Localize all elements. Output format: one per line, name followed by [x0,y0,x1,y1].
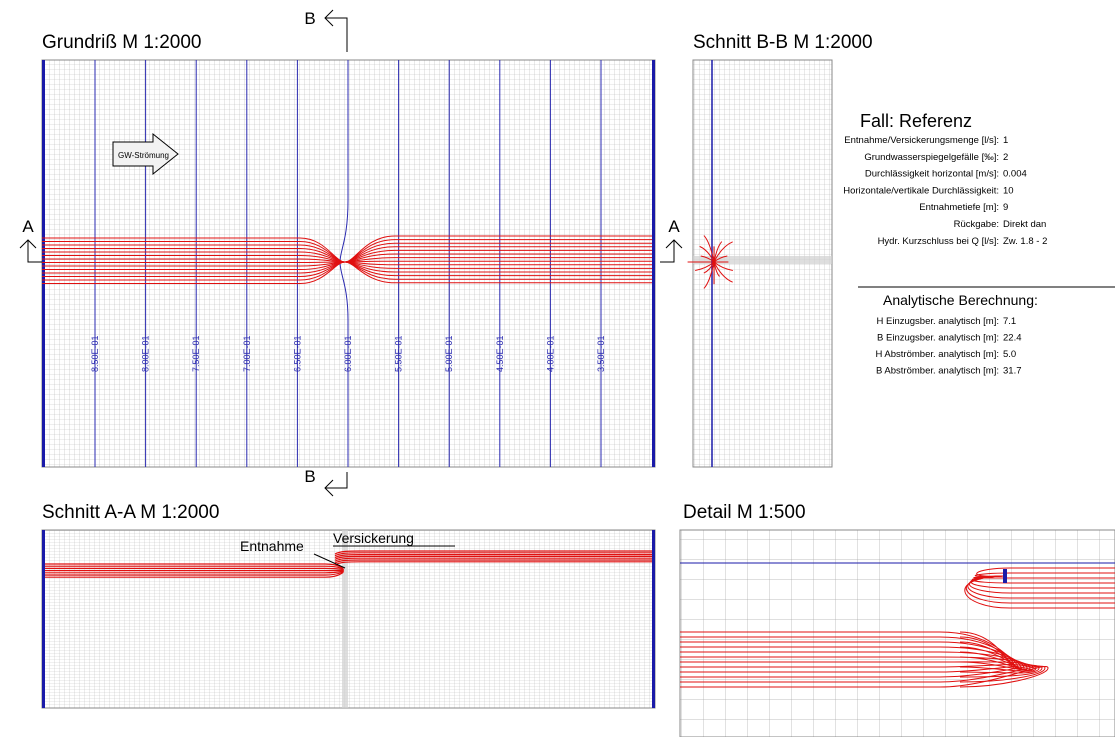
streamline [680,651,1028,670]
param-label: Entnahmetiefe [m]: [919,202,999,213]
param-label: Horizontale/vertikale Durchlässigkeit: [843,185,999,196]
detail-title: Detail M 1:500 [683,502,806,523]
section-aa-title: Schnitt A-A M 1:2000 [42,502,219,523]
contour-label: 5.50E-01 [394,335,404,372]
contour-label: 4.00E-01 [545,335,555,372]
streamline [45,570,344,578]
section-arrow [660,239,683,263]
streamline [680,631,1016,670]
streamline [713,261,733,283]
parameters: Entnahme/Versickerungsmenge [l/s]: 1 Grund… [843,135,1047,247]
param-value: 0.004 [1003,169,1027,180]
contour-label: 4.50E-01 [495,335,505,372]
streamline [713,255,728,263]
section-bb-title: Schnitt B-B M 1:2000 [693,32,873,53]
section-mark: B [304,9,315,28]
contour-label: 3.50E-01 [596,335,606,372]
param-value: 22.4 [1003,333,1022,344]
param-label: B Abströmber. analytisch [m]: [876,366,999,377]
streamline [334,550,652,555]
plan-title: Grundriß M 1:2000 [42,32,201,53]
boundary [42,60,45,467]
boundary [652,530,655,708]
contour-label: 7.00E-01 [242,335,252,372]
param-label: H Einzugsber. analytisch [m]: [877,316,1000,327]
param-label: Durchlässigkeit horizontal [m/s]: [865,169,999,180]
param-label: Entnahme/Versickerungsmenge [l/s]: [844,135,999,146]
results: H Einzugsber. analytisch [m]: 7.1 B Einzug… [875,316,1021,377]
streamline [680,646,1025,670]
boundary [42,530,45,708]
streamline [334,552,652,557]
param-label: Hydr. Kurzschluss bei Q [l/s]: [878,236,999,247]
streamline [45,569,344,572]
contour-label: 7.50E-01 [191,335,201,372]
streamlines [42,235,652,284]
param-value: Zw. 1.8 - 2 [1003,236,1047,247]
contour-label: 8.00E-01 [141,335,151,372]
param-value: 1 [1003,135,1008,146]
streamline [699,245,715,263]
streamline [334,557,652,562]
extraction-label: Entnahme [240,538,304,554]
section-arrow [324,472,348,497]
streamline [703,235,715,263]
streamline [680,666,1049,688]
streamline [42,261,346,263]
detail-grid [679,529,1115,737]
contour-label: 8.50E-01 [90,335,100,372]
param-label: Grundwasserspiegelgefälle [‰]: [864,152,999,163]
section-arrow [19,239,42,263]
infiltration-label: Versickerung [333,530,414,546]
param-value: 2 [1003,152,1008,163]
well [1003,569,1007,583]
param-value: 5.0 [1003,349,1016,360]
streamline [700,255,715,263]
streamline [344,261,652,284]
param-value: 7.1 [1003,316,1016,327]
streamline [334,554,652,559]
param-label: B Einzugsber. analytisch [m]: [877,333,999,344]
flow-arrow [112,132,179,176]
streamlines [45,550,652,578]
streamline [680,664,1040,674]
contours: 8.50E-01 8.00E-01 7.50E-01 7.00E-01 6.50E-01… [90,60,606,467]
streamline [713,241,723,263]
param-label: Rückgabe: [954,219,999,230]
layer [342,530,348,708]
contour-label: 6.00E-01 [343,335,353,372]
streamline [680,665,1043,678]
streamline [695,261,715,271]
section-mark: A [668,217,680,236]
section-mark: B [304,467,315,486]
streamline [42,261,346,284]
streamline [703,261,715,289]
streamlines [687,235,733,289]
param-value: 9 [1003,202,1008,213]
param-value: 10 [1003,185,1014,196]
streamline [334,555,652,560]
streamline [964,575,1115,609]
streamline [334,559,652,564]
streamline [680,665,1046,683]
streamline [703,261,715,274]
streamline [713,241,733,263]
analysis-title: Analytische Berechnung: [883,292,1038,308]
streamlines [680,567,1115,688]
section-mark: A [22,217,34,236]
flow-label: GW-Strömung [118,151,169,160]
param-value: 31.7 [1003,366,1022,377]
case-title: Fall: Referenz [860,111,972,131]
section-arrow [324,9,348,52]
boundary [652,60,655,467]
contour-label: 5.00E-01 [444,335,454,372]
param-label: H Abströmber. analytisch [m]: [875,349,999,360]
streamline [713,261,733,271]
layer [693,256,832,264]
leader [313,553,346,569]
contour-label: 6.50E-01 [292,335,302,372]
param-value: Direkt dan [1003,219,1046,230]
